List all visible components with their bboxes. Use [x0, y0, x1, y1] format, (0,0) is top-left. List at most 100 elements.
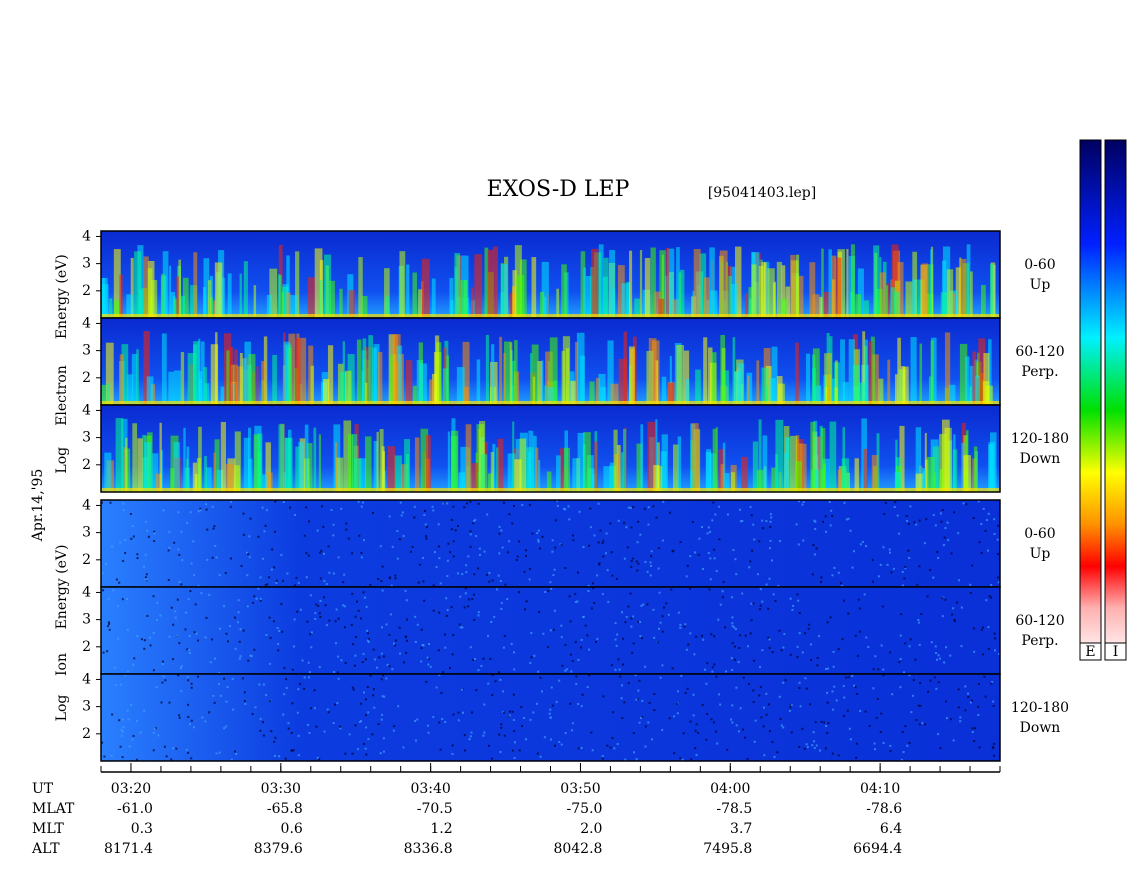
spectrogram-speckle: [642, 603, 645, 606]
spectrogram-speckle: [734, 628, 737, 631]
spectrogram-feature: [101, 384, 107, 405]
spectrogram-feature: [404, 439, 411, 492]
spectrogram-speckle: [621, 717, 624, 720]
spectrogram-feature: [130, 257, 134, 318]
spectrogram-speckle: [621, 611, 624, 614]
spectrogram-feature: [919, 343, 923, 405]
spectrogram-speckle: [383, 695, 386, 698]
spectrogram-feature: [973, 446, 978, 492]
spectrogram-speckle: [770, 516, 773, 519]
spectrogram-speckle: [107, 597, 110, 600]
spectrogram-speckle: [832, 665, 835, 668]
spectrogram-speckle: [711, 519, 714, 522]
spectrogram-speckle: [381, 626, 384, 629]
spectrogram-feature: [113, 249, 121, 318]
spectrogram-feature: [230, 383, 237, 405]
spectrogram-speckle: [647, 523, 650, 526]
spectrogram-speckle: [120, 734, 123, 737]
spectrogram-speckle: [795, 523, 798, 526]
spectrogram-feature: [863, 300, 869, 318]
spectrogram-speckle: [160, 701, 163, 704]
spectrogram-speckle: [402, 535, 405, 538]
spectrogram-speckle: [432, 509, 435, 512]
spectrogram-feature: [969, 271, 973, 318]
spectrogram-speckle: [231, 677, 234, 680]
spectrogram-speckle: [644, 665, 647, 668]
spectrogram-speckle: [855, 756, 858, 759]
spectrogram-speckle: [769, 525, 772, 528]
spectrogram-speckle: [402, 746, 405, 749]
spectrogram-speckle: [560, 543, 563, 546]
spectrogram-speckle: [282, 579, 285, 582]
spectrogram-feature: [834, 257, 842, 318]
spectrogram-feature: [434, 335, 440, 405]
spectrogram-feature: [538, 459, 541, 492]
spectrogram-speckle: [268, 576, 271, 579]
spectrogram-speckle: [491, 694, 494, 697]
spectrogram-speckle: [115, 578, 118, 581]
spectrogram-speckle: [657, 567, 660, 570]
spectrogram-speckle: [982, 626, 985, 629]
spectrogram-feature: [447, 431, 450, 492]
spectrogram-feature: [822, 458, 830, 492]
spectrogram-speckle: [588, 674, 591, 677]
spectrogram-speckle: [932, 514, 935, 517]
spectrogram-speckle: [712, 721, 715, 724]
colorbar: [1104, 139, 1127, 661]
spectrogram-speckle: [531, 532, 534, 535]
spectrogram-feature: [450, 430, 459, 492]
spectrogram-feature: [499, 336, 503, 405]
spectrogram-speckle: [229, 505, 232, 508]
spectrogram-speckle: [639, 533, 642, 536]
spectrogram-feature: [421, 258, 430, 318]
spectrogram-speckle: [921, 722, 924, 725]
spectrogram-speckle: [909, 638, 912, 641]
spectrogram-speckle: [332, 722, 335, 725]
spectrogram-speckle: [756, 573, 759, 576]
spectrogram-speckle: [957, 688, 960, 691]
spectrogram-speckle: [438, 611, 441, 614]
spectrogram-speckle: [856, 654, 859, 657]
spectrogram-speckle: [602, 555, 605, 558]
row-value: 8042.8: [553, 841, 602, 857]
spectrogram-speckle: [888, 551, 891, 554]
spectrogram-speckle: [624, 758, 627, 761]
spectrogram-speckle: [609, 746, 612, 749]
spectrogram-speckle: [667, 613, 670, 616]
spectrogram-feature: [168, 371, 175, 405]
spectrogram-speckle: [118, 719, 121, 722]
spectrogram-speckle: [446, 559, 449, 562]
spectrogram-feature: [384, 268, 390, 318]
spectrogram-feature: [930, 340, 934, 405]
spectrogram-feature: [136, 349, 139, 405]
spectrogram-speckle: [103, 755, 106, 758]
spectrogram-speckle: [243, 691, 246, 694]
spectrogram-speckle: [362, 501, 365, 504]
spectrogram-feature: [262, 474, 269, 492]
spectrogram-speckle: [468, 598, 471, 601]
spectrogram-feature: [648, 338, 657, 405]
spectrogram-speckle: [709, 530, 712, 533]
spectrogram-speckle: [307, 520, 310, 523]
spectrogram-speckle: [679, 757, 682, 760]
spectrogram-feature: [318, 434, 321, 492]
spectrogram-feature: [764, 262, 767, 318]
spectrogram-speckle: [984, 695, 987, 698]
spectrogram-speckle: [114, 666, 117, 669]
spectrogram-speckle: [849, 738, 852, 741]
spectrogram-speckle: [511, 522, 514, 525]
spectrogram-speckle: [190, 682, 193, 685]
spectrogram-speckle: [261, 506, 264, 509]
spectrogram-speckle: [475, 689, 478, 692]
spectrogram-speckle: [574, 641, 577, 644]
spectrogram-speckle: [218, 671, 221, 674]
spectrogram-speckle: [601, 757, 604, 760]
spectrogram-speckle: [652, 505, 655, 508]
spectrogram-feature: [143, 256, 149, 318]
spectrogram-feature: [500, 263, 508, 318]
spectrogram-speckle: [930, 641, 933, 644]
spectrogram-speckle: [275, 581, 278, 584]
spectrogram-speckle: [615, 577, 618, 580]
spectrogram-feature: [213, 452, 216, 492]
spectrogram-feature: [790, 254, 796, 318]
